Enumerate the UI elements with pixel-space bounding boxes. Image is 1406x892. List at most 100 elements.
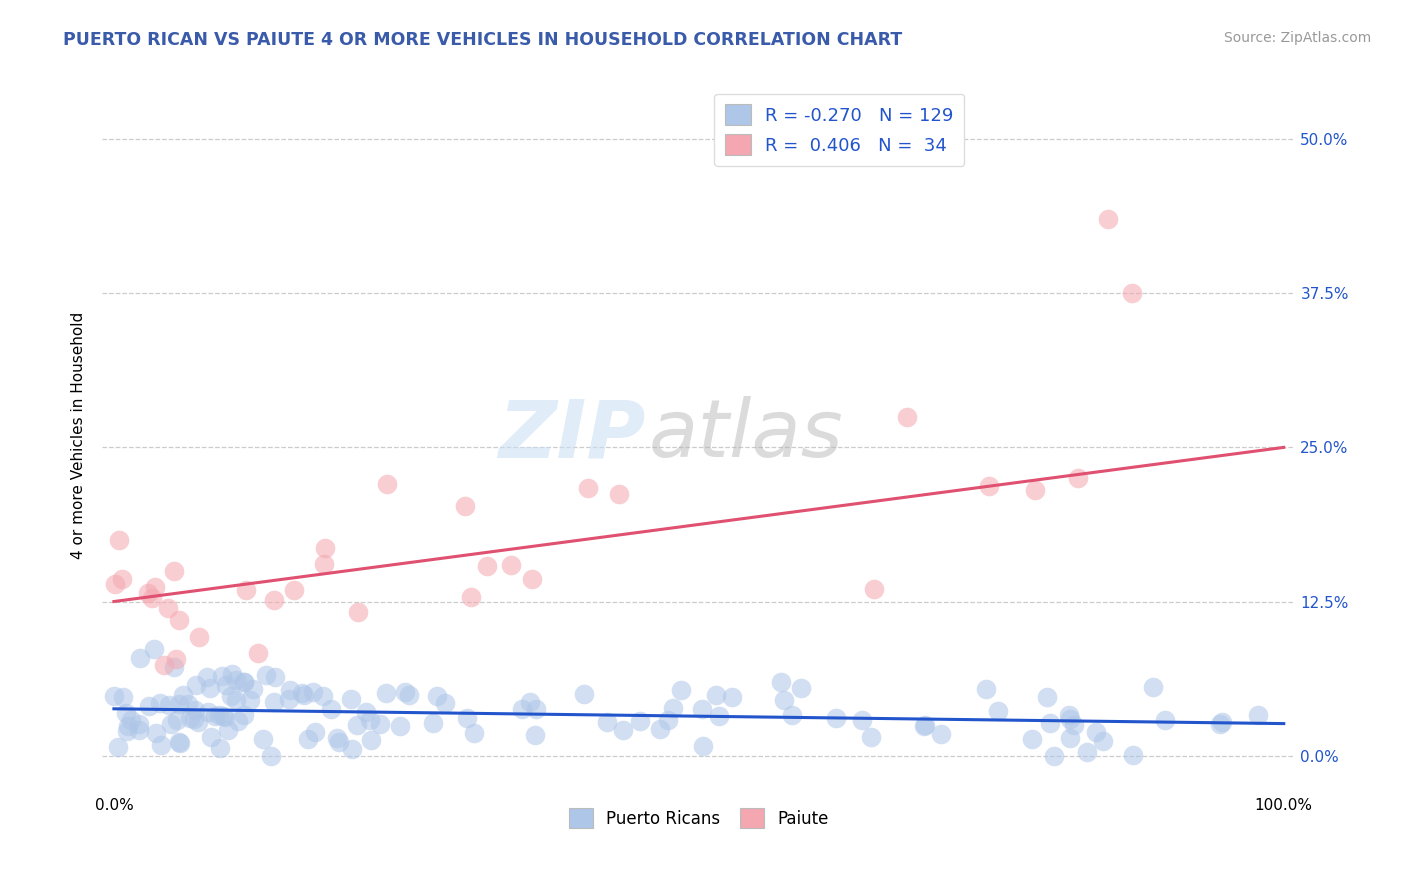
Point [312, 690, 335, 704]
Point [112, 690, 135, 704]
Point [1067, 471, 1090, 485]
Point [104, 577, 127, 591]
Point [1024, 483, 1046, 497]
Point [524, 702, 547, 716]
Text: PUERTO RICAN VS PAIUTE 4 OR MORE VEHICLES IN HOUSEHOLD CORRELATION CHART: PUERTO RICAN VS PAIUTE 4 OR MORE VEHICLE… [63, 31, 903, 49]
Point [769, 674, 792, 689]
Point [374, 686, 396, 700]
Point [156, 601, 179, 615]
Point [520, 573, 543, 587]
Point [197, 705, 219, 719]
Point [394, 685, 416, 699]
Point [128, 723, 150, 738]
Point [183, 712, 205, 726]
Point [304, 725, 326, 739]
Point [463, 726, 485, 740]
Point [115, 706, 138, 720]
Point [851, 713, 873, 727]
Point [1059, 731, 1081, 745]
Point [519, 695, 541, 709]
Point [145, 580, 167, 594]
Point [292, 688, 315, 702]
Point [456, 710, 478, 724]
Point [108, 533, 131, 548]
Point [283, 582, 305, 597]
Point [596, 715, 619, 730]
Point [172, 688, 194, 702]
Point [187, 630, 209, 644]
Point [368, 717, 391, 731]
Point [1154, 713, 1177, 727]
Point [863, 582, 886, 597]
Point [128, 717, 150, 731]
Point [128, 650, 150, 665]
Point [232, 674, 254, 689]
Point [314, 541, 336, 555]
Point [1208, 717, 1230, 731]
Point [375, 476, 398, 491]
Point [607, 487, 630, 501]
Point [103, 690, 125, 704]
Point [360, 733, 382, 747]
Point [1059, 712, 1081, 726]
Point [340, 741, 363, 756]
Point [671, 683, 693, 698]
Point [340, 692, 363, 706]
Point [219, 689, 242, 703]
Point [1035, 690, 1057, 705]
Point [1211, 714, 1233, 729]
Point [1076, 745, 1098, 759]
Point [215, 678, 238, 692]
Point [720, 690, 742, 704]
Point [179, 711, 201, 725]
Point [165, 651, 187, 665]
Point [141, 591, 163, 605]
Point [433, 696, 456, 710]
Point [184, 678, 207, 692]
Point [1039, 715, 1062, 730]
Point [214, 710, 236, 724]
Point [204, 709, 226, 723]
Point [312, 557, 335, 571]
Point [825, 711, 848, 725]
Point [1059, 707, 1081, 722]
Point [1142, 680, 1164, 694]
Point [477, 559, 499, 574]
Point [169, 736, 191, 750]
Point [138, 699, 160, 714]
Point [612, 723, 634, 737]
Point [460, 590, 482, 604]
Point [167, 697, 190, 711]
Point [359, 713, 381, 727]
Point [977, 479, 1000, 493]
Point [224, 673, 246, 688]
Point [690, 702, 713, 716]
Point [169, 613, 191, 627]
Point [260, 748, 283, 763]
Point [152, 657, 174, 672]
Point [1092, 734, 1115, 748]
Point [499, 558, 522, 573]
Point [163, 565, 186, 579]
Text: Source: ZipAtlas.com: Source: ZipAtlas.com [1223, 31, 1371, 45]
Point [648, 722, 671, 736]
Point [914, 718, 936, 732]
Point [704, 688, 727, 702]
Point [1097, 212, 1119, 227]
Point [388, 719, 411, 733]
Point [523, 728, 546, 742]
Point [297, 732, 319, 747]
Point [1043, 748, 1066, 763]
Y-axis label: 4 or more Vehicles in Household: 4 or more Vehicles in Household [72, 311, 86, 558]
Point [107, 740, 129, 755]
Point [914, 719, 936, 733]
Point [157, 698, 180, 712]
Point [225, 692, 247, 706]
Point [159, 716, 181, 731]
Point [1021, 731, 1043, 746]
Point [149, 738, 172, 752]
Point [246, 646, 269, 660]
Point [235, 583, 257, 598]
Point [166, 713, 188, 727]
Point [200, 730, 222, 744]
